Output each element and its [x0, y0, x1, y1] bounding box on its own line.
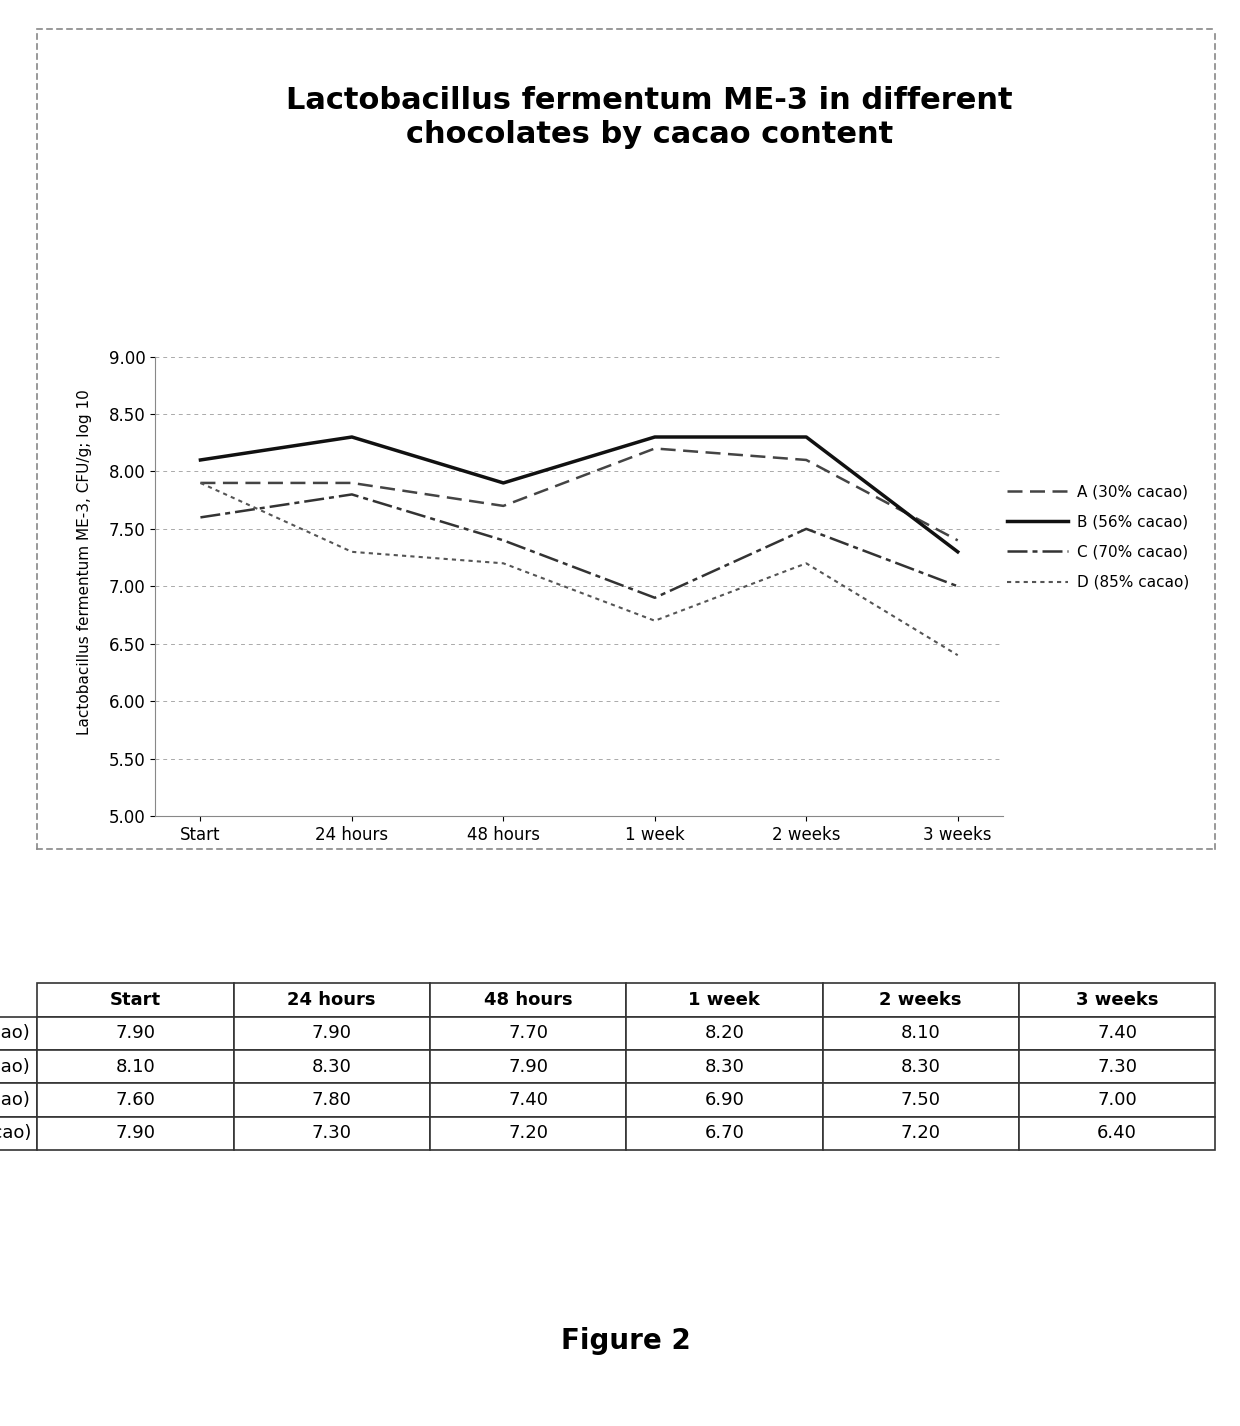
Text: Lactobacillus fermentum ME-3, CFU/g; log 10: Lactobacillus fermentum ME-3, CFU/g; log… [77, 389, 92, 734]
Text: Figure 2: Figure 2 [562, 1328, 691, 1355]
Legend: A (30% cacao), B (56% cacao), C (70% cacao), D (85% cacao): A (30% cacao), B (56% cacao), C (70% cac… [1001, 478, 1195, 596]
Text: Lactobacillus fermentum ME-3 in different
chocolates by cacao content: Lactobacillus fermentum ME-3 in differen… [286, 86, 1013, 148]
